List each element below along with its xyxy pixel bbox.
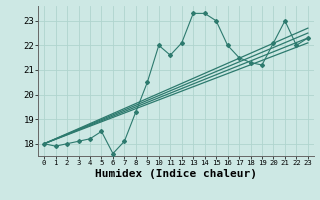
- X-axis label: Humidex (Indice chaleur): Humidex (Indice chaleur): [95, 169, 257, 179]
